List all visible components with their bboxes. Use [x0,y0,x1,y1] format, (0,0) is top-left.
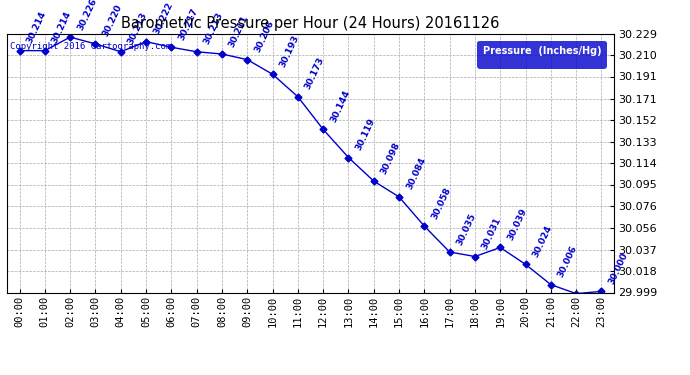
Text: 30.222: 30.222 [152,1,175,36]
Text: 30.173: 30.173 [304,56,326,91]
Text: 30.144: 30.144 [328,88,351,124]
Text: Copyright 2016 Cartography.com: Copyright 2016 Cartography.com [10,42,171,51]
Text: 30.031: 30.031 [480,216,503,251]
Text: 30.039: 30.039 [506,207,529,242]
Title: Barometric Pressure per Hour (24 Hours) 20161126: Barometric Pressure per Hour (24 Hours) … [121,16,500,31]
Text: 29.998: 29.998 [0,374,1,375]
Text: 30.217: 30.217 [177,6,199,42]
Text: 30.006: 30.006 [556,244,579,279]
Text: 30.214: 30.214 [25,10,48,45]
Text: 30.213: 30.213 [202,11,225,46]
Text: 30.213: 30.213 [126,11,149,46]
Legend:  [477,41,607,69]
Text: 30.220: 30.220 [101,3,124,38]
Text: 30.214: 30.214 [50,10,73,45]
Text: 30.206: 30.206 [253,19,275,54]
Text: 30.211: 30.211 [228,13,250,48]
Text: 30.098: 30.098 [380,141,402,176]
Text: 30.119: 30.119 [354,117,377,152]
Text: 30.226: 30.226 [76,0,99,32]
Text: 30.024: 30.024 [531,224,554,259]
Text: 30.000: 30.000 [607,251,629,286]
Text: 30.193: 30.193 [278,33,301,69]
Text: 30.084: 30.084 [404,156,427,191]
Text: 30.035: 30.035 [455,211,478,246]
Text: 30.058: 30.058 [430,186,453,220]
